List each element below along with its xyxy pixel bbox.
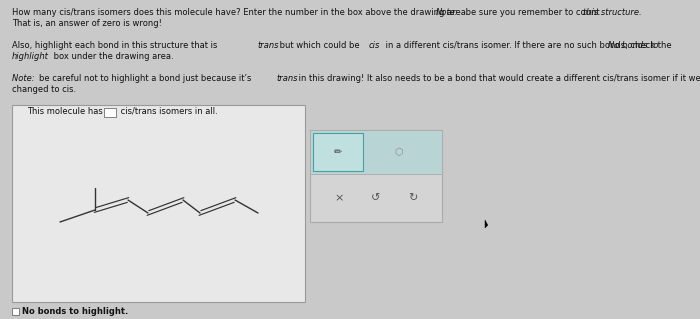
Text: ×: × bbox=[335, 193, 344, 203]
Text: ↻: ↻ bbox=[408, 193, 418, 203]
Text: ✏: ✏ bbox=[334, 147, 342, 157]
Bar bbox=[12, 105, 305, 302]
Text: box under the drawing area.: box under the drawing area. bbox=[51, 52, 174, 61]
Bar bbox=[310, 130, 442, 174]
Bar bbox=[310, 130, 442, 222]
Text: Note:: Note: bbox=[12, 74, 37, 83]
Bar bbox=[313, 133, 363, 171]
Text: but which could be: but which could be bbox=[277, 41, 363, 50]
Bar bbox=[104, 108, 116, 117]
Text: highlight: highlight bbox=[12, 52, 49, 61]
Text: trans: trans bbox=[276, 74, 298, 83]
Text: cis: cis bbox=[369, 41, 380, 50]
Text: ↺: ↺ bbox=[371, 193, 381, 203]
Text: in a different cis/trans isomer. If there are no such bonds, check the: in a different cis/trans isomer. If ther… bbox=[383, 41, 674, 50]
Text: cis/trans isomers in all.: cis/trans isomers in all. bbox=[118, 107, 218, 116]
Text: No bonds to: No bonds to bbox=[608, 41, 659, 50]
Text: This molecule has: This molecule has bbox=[27, 107, 106, 116]
Text: be sure you remember to count: be sure you remember to count bbox=[463, 8, 602, 17]
Text: be careful not to highlight a bond just because it’s: be careful not to highlight a bond just … bbox=[39, 74, 254, 83]
Text: this structure.: this structure. bbox=[583, 8, 642, 17]
Text: Note:: Note: bbox=[436, 8, 459, 17]
Text: changed to cis.: changed to cis. bbox=[12, 85, 76, 94]
Text: in this drawing! It also needs to be a bond that would create a different cis/tr: in this drawing! It also needs to be a b… bbox=[296, 74, 700, 83]
Polygon shape bbox=[485, 220, 488, 228]
Text: How many cis/trans isomers does this molecule have? Enter the number in the box : How many cis/trans isomers does this mol… bbox=[12, 8, 471, 17]
Text: Also, highlight each bond in this structure that is: Also, highlight each bond in this struct… bbox=[12, 41, 220, 50]
Text: trans: trans bbox=[257, 41, 279, 50]
Bar bbox=[12, 308, 19, 315]
Text: No bonds to highlight.: No bonds to highlight. bbox=[22, 307, 128, 316]
Text: That is, an answer of zero is wrong!: That is, an answer of zero is wrong! bbox=[12, 19, 162, 28]
Text: ⬡: ⬡ bbox=[395, 147, 403, 157]
